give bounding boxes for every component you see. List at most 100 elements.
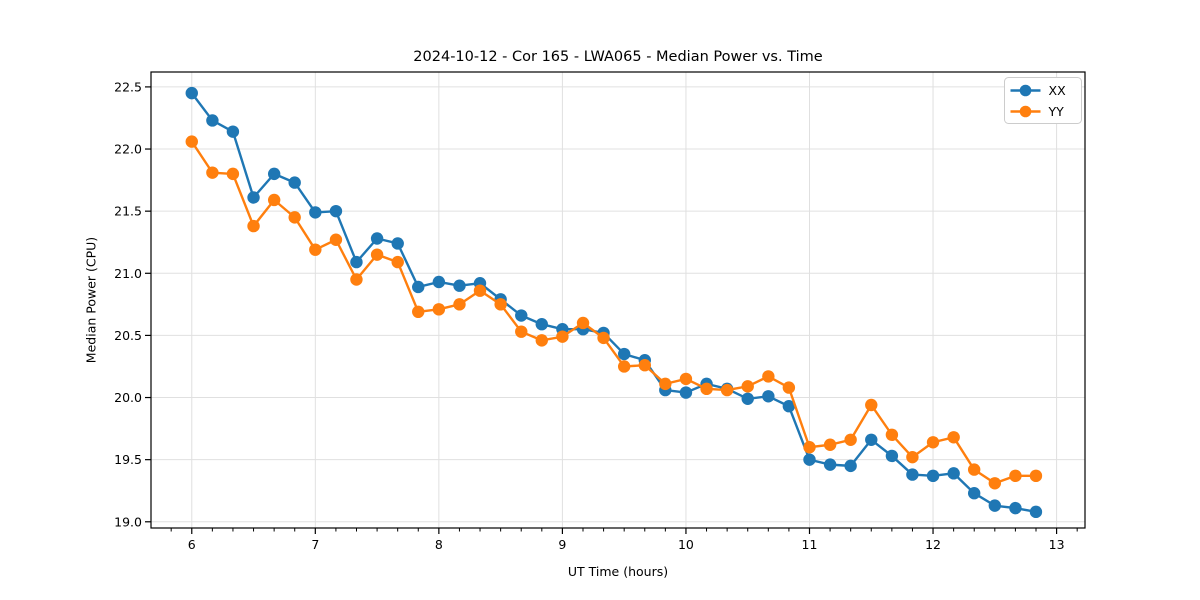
legend-item-yy: YY bbox=[1010, 104, 1065, 119]
series-xx-marker bbox=[762, 390, 775, 403]
series-xx-marker bbox=[679, 386, 693, 399]
x-tick-label: 12 bbox=[925, 537, 941, 552]
series-yy-marker bbox=[926, 436, 940, 449]
series-xx-marker bbox=[309, 206, 322, 219]
series-xx-marker bbox=[885, 449, 899, 463]
chart-title: 2024-10-12 - Cor 165 - LWA065 - Median P… bbox=[413, 49, 823, 65]
series-xx-marker bbox=[535, 318, 548, 331]
x-tick-label: 6 bbox=[188, 537, 196, 552]
series-yy-marker bbox=[823, 438, 837, 451]
series-yy-marker bbox=[720, 383, 734, 397]
series-yy-marker bbox=[247, 219, 260, 233]
series-xx-marker bbox=[247, 191, 260, 204]
series-xx-marker bbox=[844, 459, 857, 473]
series-yy-marker bbox=[741, 380, 754, 393]
series-yy-marker bbox=[535, 334, 548, 347]
y-tick-label: 22.5 bbox=[114, 79, 142, 94]
legend-label: YY bbox=[1048, 104, 1065, 119]
series-yy-marker bbox=[556, 330, 569, 343]
series-xx-marker bbox=[329, 204, 343, 218]
y-tick-label: 19.0 bbox=[114, 514, 142, 529]
series-yy-marker bbox=[906, 450, 919, 464]
series-yy-marker bbox=[1029, 469, 1043, 483]
series-yy-marker bbox=[597, 331, 610, 345]
series-xx-marker bbox=[267, 167, 281, 181]
plot-border bbox=[150, 71, 1086, 529]
series-yy-marker bbox=[782, 381, 796, 394]
series-xx-marker bbox=[1029, 505, 1043, 519]
series-yy-marker bbox=[432, 303, 446, 316]
legend-item-xx: XX bbox=[1010, 83, 1067, 98]
series-yy-marker bbox=[494, 298, 507, 311]
series-xx-marker bbox=[412, 280, 425, 294]
series-xx-marker bbox=[288, 176, 301, 189]
series-xx-marker bbox=[453, 279, 466, 292]
series-yy-marker bbox=[453, 298, 466, 311]
series-yy-marker bbox=[515, 325, 528, 338]
y-tick-label: 21.5 bbox=[114, 204, 142, 219]
y-tick-label: 20.0 bbox=[114, 390, 142, 405]
series-xx-marker bbox=[741, 392, 754, 405]
series-yy-marker bbox=[844, 433, 857, 446]
series-yy-marker bbox=[288, 211, 301, 224]
series-yy-marker bbox=[988, 477, 1002, 490]
series-yy-marker bbox=[762, 370, 775, 383]
series-xx-line bbox=[190, 92, 1037, 514]
series-xx-marker bbox=[515, 309, 528, 322]
series-xx-marker bbox=[226, 125, 240, 138]
x-axis-label: UT Time (hours) bbox=[567, 564, 669, 579]
series-xx-marker bbox=[617, 347, 631, 361]
x-tick-label: 9 bbox=[558, 537, 566, 552]
y-axis-label: Median Power (CPU) bbox=[83, 236, 99, 364]
series-xx-marker bbox=[370, 232, 384, 245]
x-tick-label: 10 bbox=[678, 537, 694, 552]
legend-marker-sample bbox=[1019, 105, 1032, 118]
series-xx-marker bbox=[926, 469, 940, 483]
series-xx-marker bbox=[865, 433, 878, 446]
series-yy-marker bbox=[885, 428, 899, 442]
series-xx-marker bbox=[350, 255, 363, 269]
legend: XX YY bbox=[1004, 77, 1082, 124]
series-yy-marker bbox=[391, 255, 404, 269]
series-xx-marker bbox=[803, 453, 816, 466]
series-yy-marker bbox=[617, 360, 631, 373]
series-yy-marker bbox=[1009, 469, 1022, 483]
series-yy-marker bbox=[267, 193, 281, 207]
y-tick-label: 21.0 bbox=[114, 266, 142, 281]
legend-label: XX bbox=[1049, 83, 1067, 98]
series-yy-marker bbox=[350, 273, 363, 286]
series-yy-marker bbox=[700, 382, 713, 396]
series-xx-marker bbox=[432, 275, 446, 289]
series-yy-marker bbox=[226, 167, 240, 181]
series-yy-marker bbox=[803, 441, 816, 454]
x-tick-label: 8 bbox=[435, 537, 443, 552]
series-xx-marker bbox=[1009, 501, 1022, 515]
legend-marker-sample bbox=[1019, 84, 1032, 97]
series-xx-marker bbox=[967, 487, 981, 500]
legend-box bbox=[1004, 77, 1082, 124]
series-yy-marker bbox=[865, 398, 878, 412]
series-xx-marker bbox=[782, 400, 796, 413]
series-yy-marker bbox=[638, 359, 652, 372]
series-yy-marker bbox=[679, 372, 693, 386]
series-yy-line bbox=[190, 140, 1036, 485]
series-yy-marker bbox=[659, 377, 672, 391]
series-xx-marker bbox=[185, 86, 198, 100]
y-tick-label: 22.0 bbox=[114, 142, 142, 157]
series-xx-marker bbox=[947, 467, 960, 480]
series-yy-marker bbox=[947, 431, 960, 444]
series-yy-marker bbox=[309, 243, 322, 256]
series-yy-marker bbox=[967, 463, 981, 476]
y-tick-label: 19.5 bbox=[114, 452, 142, 467]
series-yy-marker bbox=[206, 166, 219, 179]
series-yy-marker bbox=[412, 305, 425, 319]
series-xx-marker bbox=[906, 468, 919, 481]
x-tick-label: 13 bbox=[1049, 537, 1065, 552]
series-xx-marker bbox=[988, 499, 1002, 512]
series-yy-marker bbox=[576, 316, 590, 330]
series-xx-marker bbox=[206, 114, 219, 127]
x-tick-label: 7 bbox=[311, 537, 319, 552]
series-yy-marker bbox=[370, 248, 384, 261]
